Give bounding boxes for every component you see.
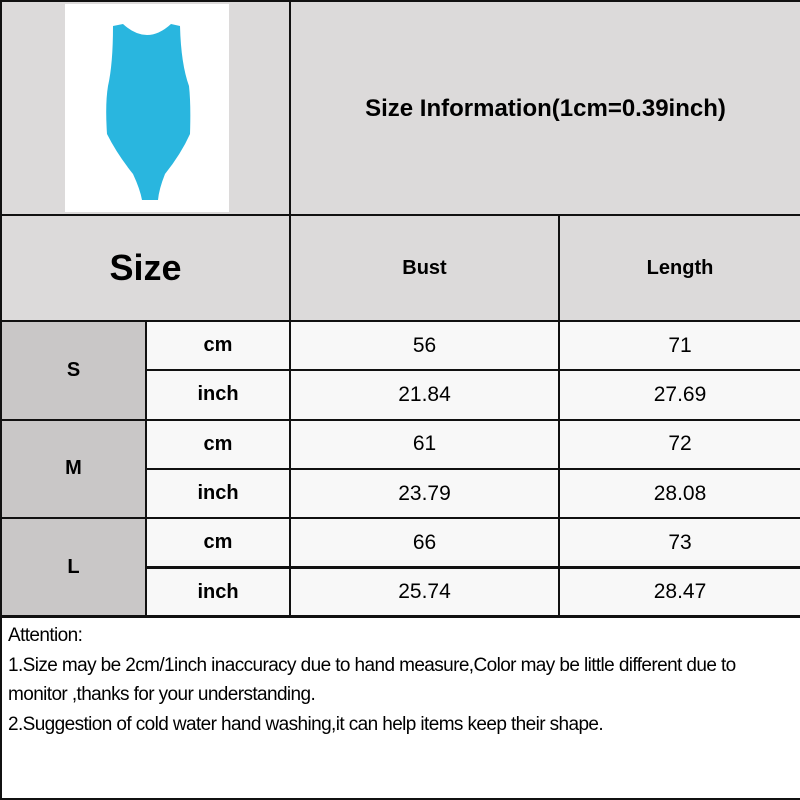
length-value: 72 (558, 418, 800, 470)
unit-label: inch (145, 566, 291, 618)
bust-value: 25.74 (289, 566, 560, 618)
length-value: 71 (558, 320, 800, 372)
unit-label: inch (145, 467, 291, 520)
product-image (65, 4, 229, 212)
size-label-S: S (0, 320, 147, 421)
length-value: 28.08 (558, 467, 800, 520)
product-image-cell (0, 0, 291, 216)
bust-header: Bust (289, 214, 560, 322)
length-value: 28.47 (558, 566, 800, 618)
unit-label: inch (145, 369, 291, 421)
notes-heading: Attention: (8, 625, 83, 646)
bust-value: 23.79 (289, 467, 560, 520)
length-header: Length (558, 214, 800, 322)
size-label-M: M (0, 418, 147, 520)
size-label-L: L (0, 517, 147, 618)
bust-value: 61 (289, 418, 560, 470)
note-2: 2.Suggestion of cold water hand washing,… (8, 713, 604, 735)
bust-value: 21.84 (289, 369, 560, 421)
unit-label: cm (145, 418, 291, 470)
length-value: 73 (558, 517, 800, 569)
note-1: 1.Size may be 2cm/1inch inaccuracy due t… (8, 654, 736, 706)
bust-value: 66 (289, 517, 560, 569)
size-info-title: Size Information(1cm=0.39inch) (289, 0, 800, 216)
unit-label: cm (145, 517, 291, 569)
bust-value: 56 (289, 320, 560, 372)
length-value: 27.69 (558, 369, 800, 421)
size-header: Size (0, 214, 291, 322)
unit-label: cm (145, 320, 291, 372)
bodysuit-icon (106, 24, 191, 200)
attention-notes: Attention: 1.Size may be 2cm/1inch inacc… (0, 615, 800, 800)
